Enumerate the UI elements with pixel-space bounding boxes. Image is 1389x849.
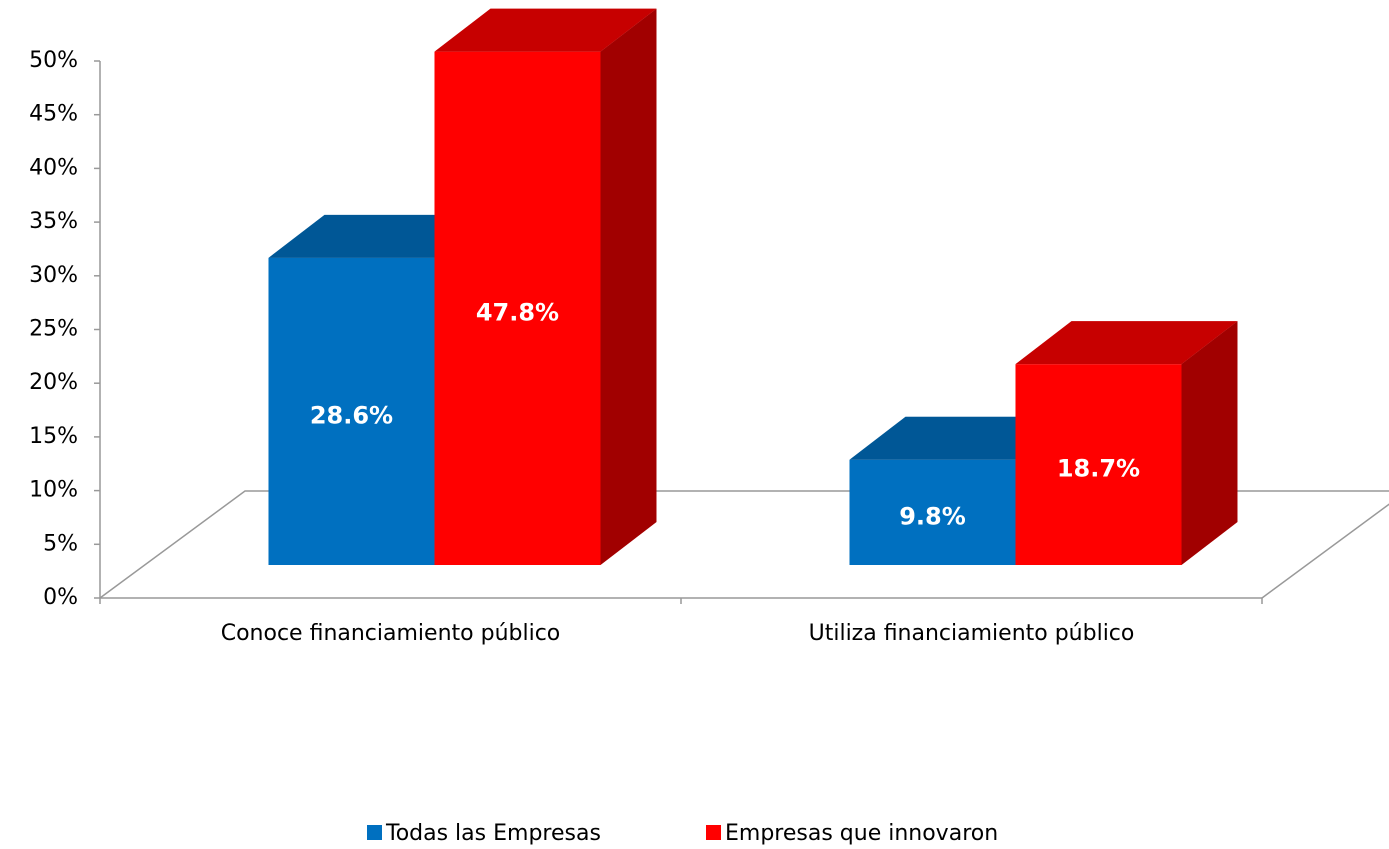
y-tick-label: 45% xyxy=(29,102,78,127)
bar-top-shade xyxy=(434,8,657,52)
value-label: 28.6% xyxy=(310,401,393,429)
y-tick-label: 40% xyxy=(29,155,78,180)
bar-side-shade xyxy=(1181,321,1238,565)
x-tick-label: Conoce financiamiento público xyxy=(221,621,561,646)
bar xyxy=(1015,364,1182,565)
legend-label: Empresas que innovaron xyxy=(725,821,998,846)
value-label: 18.7% xyxy=(1057,455,1140,483)
bar xyxy=(434,51,601,566)
x-tick-label: Utiliza financiamiento público xyxy=(809,621,1135,646)
legend-swatch xyxy=(367,825,382,840)
value-label: 47.8% xyxy=(476,298,559,326)
y-tick-label: 30% xyxy=(29,263,78,288)
legend-swatch xyxy=(706,825,721,840)
bar-top xyxy=(434,8,657,52)
bar xyxy=(849,459,1016,565)
bar-top-shade xyxy=(1015,321,1238,365)
bar-side xyxy=(1181,321,1238,565)
y-tick-label: 50% xyxy=(29,48,78,73)
floor-edge xyxy=(1261,503,1389,599)
value-label: 9.8% xyxy=(899,502,966,530)
y-tick-label: 20% xyxy=(29,370,78,395)
bar-top xyxy=(1015,321,1238,365)
legend-label: Todas las Empresas xyxy=(385,821,601,846)
y-tick-label: 15% xyxy=(29,424,78,449)
y-tick-label: 0% xyxy=(43,585,78,610)
y-tick-label: 25% xyxy=(29,317,78,342)
bar-side xyxy=(600,8,657,566)
bar xyxy=(268,257,435,565)
y-tick-label: 5% xyxy=(43,531,78,556)
y-tick-label: 35% xyxy=(29,209,78,234)
y-tick-label: 10% xyxy=(29,478,78,503)
bar-side-shade xyxy=(600,8,657,566)
